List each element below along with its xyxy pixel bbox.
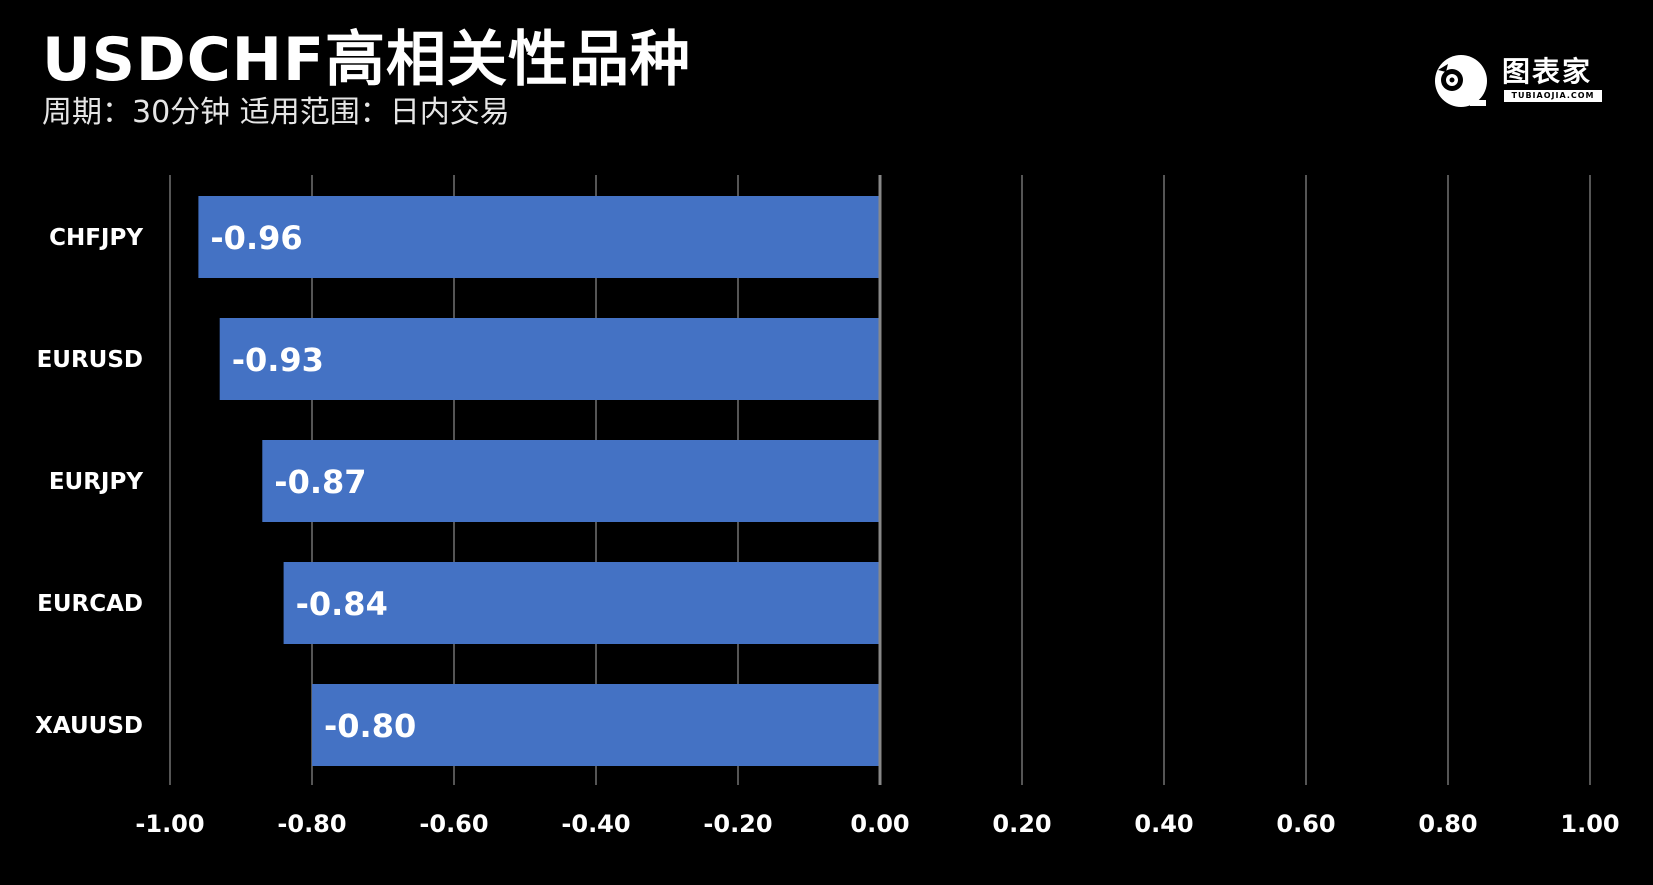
bar-value-label: -0.96 bbox=[210, 219, 302, 257]
logo-site: TUBIAOJIA.COM bbox=[1504, 90, 1602, 102]
x-tick-label: 0.60 bbox=[1276, 810, 1335, 838]
robot-head-icon bbox=[1435, 55, 1487, 107]
x-tick-label: 0.80 bbox=[1418, 810, 1477, 838]
chart-title: USDCHF高相关性品种 bbox=[42, 25, 691, 95]
category-label: XAUUSD bbox=[35, 713, 143, 739]
x-tick-label: -0.40 bbox=[561, 810, 630, 838]
category-labels: CHFJPY EURUSD EURJPY EURCAD XAUUSD bbox=[35, 225, 143, 739]
x-tick-label: -0.60 bbox=[419, 810, 488, 838]
bar-value-label: -0.93 bbox=[232, 341, 324, 379]
x-tick-label: 1.00 bbox=[1560, 810, 1619, 838]
x-tick-label: -1.00 bbox=[135, 810, 204, 838]
x-tick-label: -0.20 bbox=[703, 810, 772, 838]
category-label: EURCAD bbox=[37, 591, 143, 617]
x-tick-labels: -1.00 -0.80 -0.60 -0.40 -0.20 0.00 0.20 0.40 0.6… bbox=[135, 810, 1619, 838]
bar bbox=[312, 684, 880, 766]
chart-subtitle: 周期：30分钟 适用范围：日内交易 bbox=[42, 95, 510, 130]
bar bbox=[219, 318, 880, 400]
bars: -0.96 -0.93 -0.87 -0.84 -0.80 bbox=[198, 196, 881, 766]
bar bbox=[283, 562, 881, 644]
brand-logo: 图表家 TUBIAOJIA.COM bbox=[1430, 50, 1610, 112]
x-tick-label: 0.00 bbox=[850, 810, 909, 838]
category-label: EURUSD bbox=[37, 347, 143, 373]
x-tick-label: -0.80 bbox=[277, 810, 346, 838]
bar bbox=[198, 196, 880, 278]
logo-name: 图表家 bbox=[1502, 55, 1593, 88]
category-label: EURJPY bbox=[49, 469, 144, 495]
bar-value-label: -0.80 bbox=[324, 707, 416, 745]
x-tick-label: 0.20 bbox=[992, 810, 1051, 838]
bar-value-label: -0.84 bbox=[296, 585, 388, 623]
bar-value-label: -0.87 bbox=[274, 463, 366, 501]
category-label: CHFJPY bbox=[49, 225, 143, 251]
bar bbox=[262, 440, 880, 522]
x-tick-label: 0.40 bbox=[1134, 810, 1193, 838]
